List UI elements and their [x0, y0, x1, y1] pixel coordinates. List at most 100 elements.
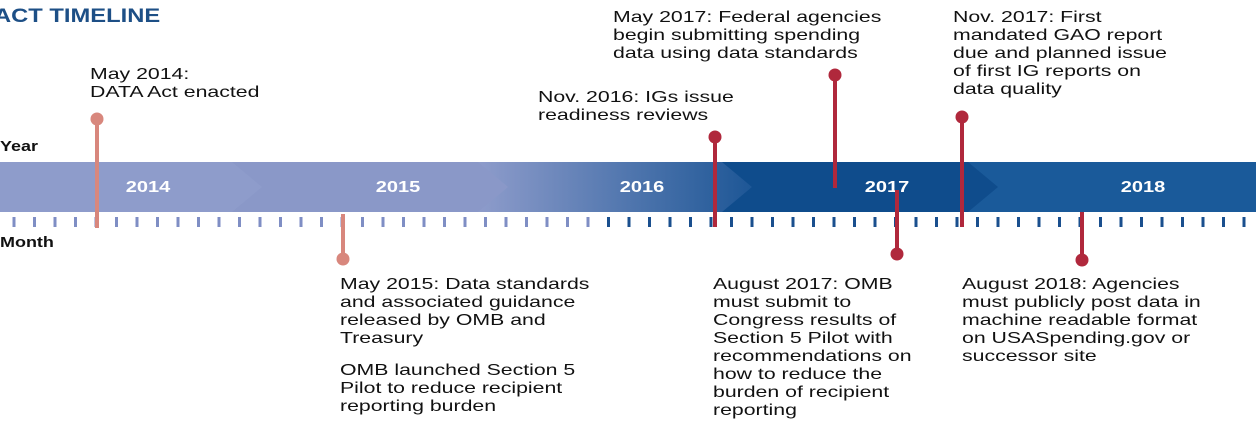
year-text: 2014 [126, 178, 171, 196]
month-label: Month [0, 233, 54, 250]
month-tick [504, 217, 508, 227]
month-tick [279, 217, 282, 227]
year-text: 2018 [1121, 178, 1166, 196]
month-tick [361, 217, 364, 227]
month-tick [115, 217, 118, 227]
event-line: recommendations on [713, 347, 912, 365]
month-tick [586, 217, 590, 227]
month-tick [238, 217, 241, 227]
month-tick [299, 217, 303, 227]
month-tick [812, 217, 815, 227]
month-tick [1181, 217, 1184, 227]
event-line: and associated guidance [340, 293, 575, 311]
pin-head [90, 112, 104, 126]
month-tick [402, 217, 405, 227]
month-tick [689, 217, 692, 227]
pin-head [708, 130, 722, 144]
month-tick [771, 217, 774, 227]
event-line: data quality [953, 80, 1062, 98]
event-line: readiness reviews [538, 106, 708, 124]
month-tick [832, 217, 836, 227]
month-tick [1242, 217, 1246, 227]
month-tick [443, 217, 446, 227]
month-ticks [12, 217, 1246, 227]
month-tick [791, 217, 795, 227]
month-tick [1160, 217, 1164, 227]
event-line: must submit to [713, 293, 851, 311]
year-chevron [722, 162, 1028, 212]
event-line: burden of recipient [713, 383, 890, 401]
event-line: Treasury [340, 329, 424, 347]
event-line: Pilot to reduce recipient [340, 379, 563, 397]
year-chevron [232, 162, 538, 212]
month-tick [74, 217, 77, 227]
event-line: Nov. 2016: IGs issue [538, 88, 734, 106]
pin-head [336, 252, 350, 266]
pin-head [1075, 253, 1089, 267]
event-line: DATA Act enacted [90, 83, 259, 101]
month-tick [709, 217, 713, 227]
event-line: August 2017: OMB [713, 275, 893, 293]
month-tick [996, 217, 1000, 227]
event-line: machine readable format [962, 311, 1198, 329]
month-tick [1099, 217, 1102, 227]
year-text: 2015 [376, 178, 421, 196]
month-tick [1140, 217, 1143, 227]
year-chevron [968, 162, 1256, 212]
month-tick [320, 217, 323, 227]
event-line: data using data standards [613, 44, 858, 62]
event-line: OMB launched Section 5 [340, 361, 575, 379]
month-tick [1017, 217, 1020, 227]
pin-head [955, 110, 969, 124]
event-line: Section 5 Pilot with [713, 329, 893, 347]
month-tick [258, 217, 262, 227]
year-label: Year [0, 137, 39, 154]
month-tick [935, 217, 938, 227]
month-tick [1119, 217, 1123, 227]
event-line: reporting burden [340, 397, 496, 415]
month-tick [1222, 217, 1225, 227]
month-tick [1037, 217, 1041, 227]
month-tick [914, 217, 918, 227]
event-line: successor site [962, 347, 1097, 365]
month-tick [422, 217, 426, 227]
event-line: begin submitting spending [613, 26, 860, 44]
month-tick [381, 217, 385, 227]
month-tick [463, 217, 467, 227]
event-line: May 2014: [90, 65, 189, 83]
event-line: of first IG reports on [953, 62, 1141, 80]
month-tick [12, 217, 16, 227]
year-text: 2016 [620, 178, 665, 196]
event-line: due and planned issue [953, 44, 1167, 62]
year-chevron [0, 162, 292, 212]
event-line: on USASpending.gov or [962, 329, 1190, 347]
year-chevron [478, 162, 782, 212]
event-line: how to reduce the [713, 365, 882, 383]
month-tick [873, 217, 877, 227]
event-line: mandated GAO report [953, 26, 1163, 44]
event-line: May 2015: Data standards [340, 275, 589, 293]
month-tick [33, 217, 36, 227]
month-tick [135, 217, 139, 227]
month-tick [1201, 217, 1205, 227]
event-line: Congress results of [713, 311, 897, 329]
event-line: August 2018: Agencies [962, 275, 1180, 293]
month-tick [607, 217, 610, 227]
month-tick [566, 217, 569, 227]
month-tick [668, 217, 672, 227]
month-tick [176, 217, 180, 227]
pin-head [890, 247, 904, 261]
title: ACT TIMELINE [0, 5, 160, 26]
event-line: May 2017: Federal agencies [613, 8, 881, 26]
month-tick [525, 217, 528, 227]
month-tick [484, 217, 487, 227]
year-text: 2017 [865, 178, 910, 196]
event-line: released by OMB and [340, 311, 546, 329]
month-tick [627, 217, 631, 227]
month-tick [1058, 217, 1061, 227]
event-line: Nov. 2017: First [953, 8, 1102, 26]
month-tick [976, 217, 979, 227]
year-band: 2014 2015 2016 2017 2018 [0, 162, 1256, 212]
event-texts: May 2014:DATA Act enacted May 2015: Data … [90, 8, 1201, 419]
event-line: must publicly post data in [962, 293, 1201, 311]
